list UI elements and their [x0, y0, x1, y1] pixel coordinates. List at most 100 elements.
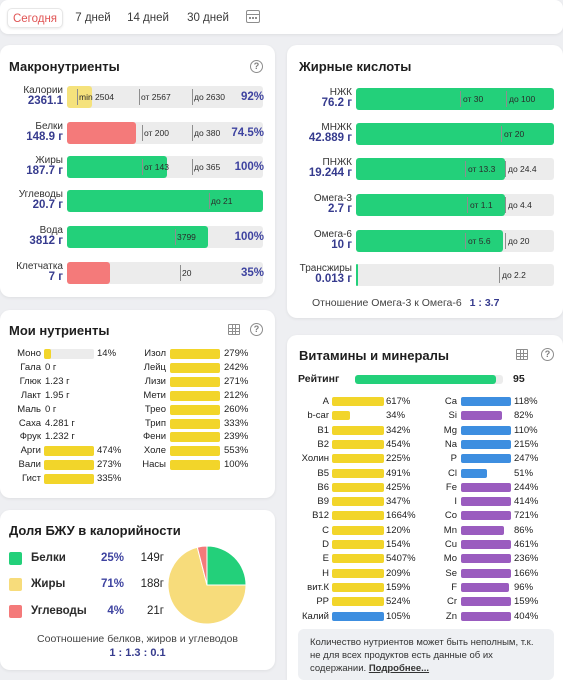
- vitamin-value: 425%: [386, 481, 411, 493]
- macro-bar: от 143 до 365: [67, 156, 263, 178]
- fatty-value: 10 г: [331, 239, 352, 251]
- macro-percent: 100%: [234, 161, 264, 173]
- nutrient-name: Моно: [17, 348, 41, 359]
- fatty-value: 0.013 г: [315, 273, 352, 285]
- bju-ratio-label: Соотношение белков, жиров и углеводов: [37, 633, 238, 645]
- nutrient-name: Насы: [142, 459, 166, 471]
- table-icon[interactable]: [228, 324, 240, 335]
- vitamin-bar: [332, 568, 384, 578]
- nutrient-value: 0 г: [45, 361, 57, 373]
- table-icon[interactable]: [516, 349, 528, 360]
- macro-bar: 3799: [67, 226, 263, 248]
- macro-label: Белки 148.9 г: [4, 121, 63, 143]
- macro-percent: 92%: [240, 91, 264, 103]
- help-icon[interactable]: ?: [250, 60, 263, 73]
- nutrient-name: Трип: [144, 417, 166, 429]
- rating-bar: [355, 375, 503, 384]
- rating-label: Рейтинг: [298, 373, 340, 385]
- mineral-bar: [461, 411, 502, 421]
- fatty-bar: от 5.6 до 20: [356, 230, 554, 252]
- mineral-bar: [461, 468, 487, 478]
- macro-marker-line: [209, 193, 210, 209]
- mineral-name: Cl: [448, 467, 457, 479]
- calendar-icon[interactable]: [246, 10, 260, 23]
- vitamin-name: B9: [317, 496, 329, 508]
- nutrient-bar-fill: [44, 349, 51, 359]
- nutrient-value: 242%: [224, 361, 249, 373]
- mineral-name: Cr: [446, 596, 457, 608]
- fatty-marker: до 24.4: [508, 164, 537, 174]
- macro-label: Углеводы 20.7 г: [4, 189, 63, 211]
- macro-name: Клетчатка: [16, 261, 63, 272]
- fatty-marker: до 2.2: [502, 270, 526, 280]
- fatty-marker-line: [465, 233, 466, 249]
- help-icon[interactable]: ?: [541, 348, 554, 361]
- nutrient-bar-fill: [170, 432, 220, 443]
- nutrient-bar-fill: [44, 460, 94, 471]
- tab-30-days[interactable]: 30 дней: [187, 12, 229, 24]
- omega-ratio-label: Отношение Омега-3 к Омега-6: [312, 297, 462, 309]
- mineral-bar: [461, 554, 511, 564]
- nutrient-name: Гала: [20, 361, 41, 373]
- bju-grams: 188г: [140, 578, 164, 590]
- fatty-marker-line: [505, 197, 506, 213]
- help-icon[interactable]: ?: [250, 323, 263, 336]
- tab-today[interactable]: Сегодня: [7, 8, 63, 28]
- vitamins-title: Витамины и минералы: [299, 348, 449, 363]
- more-link[interactable]: Подробнее...: [368, 663, 430, 674]
- nutrient-name: Лизи: [144, 375, 166, 387]
- nutrient-name: Гист: [21, 473, 41, 485]
- nutrient-value: 333%: [224, 417, 249, 429]
- nutrient-name: Трео: [144, 403, 166, 415]
- nutrient-value: 212%: [224, 389, 249, 401]
- nutrient-name: Фрук: [19, 431, 41, 443]
- fatty-name: НЖК: [329, 87, 352, 98]
- fatty-name: Трансжиры: [299, 263, 352, 274]
- nutrient-bar-fill: [170, 460, 220, 471]
- mineral-value: 51%: [514, 467, 534, 479]
- tab-14-days[interactable]: 14 дней: [127, 12, 169, 24]
- bju-swatch: [9, 552, 22, 565]
- vitamin-bar: [332, 411, 350, 421]
- vitamin-bar: [332, 597, 384, 607]
- vitamin-value: 120%: [386, 524, 411, 536]
- nutrient-name: Изол: [144, 348, 166, 359]
- macro-marker: до 2630: [194, 92, 225, 102]
- nutrient-name: Арги: [20, 445, 41, 457]
- nutrient-value: 1.95 г: [45, 389, 70, 401]
- vitamin-value: 154%: [386, 539, 411, 550]
- bju-title: Доля БЖУ в калорийности: [9, 523, 181, 538]
- macro-bar: min 2504 от 2567 до 2630: [67, 86, 263, 108]
- macro-marker-line: [142, 159, 143, 175]
- vitamin-bar: [332, 497, 384, 507]
- fatty-value: 76.2 г: [321, 97, 352, 109]
- fatty-marker-line: [499, 267, 500, 283]
- nutrient-name: Лейц: [143, 361, 166, 373]
- nutrient-value: 4.281 г: [45, 417, 75, 429]
- macro-name: Углеводы: [18, 189, 63, 200]
- vitamin-name: B2: [317, 438, 329, 450]
- macro-bar-fill: [67, 190, 263, 212]
- macro-bar-fill: [67, 262, 111, 284]
- mineral-name: Fe: [445, 481, 457, 493]
- vitamin-name: PP: [316, 596, 329, 608]
- mineral-bar: [461, 482, 511, 492]
- bju-name: Жиры: [31, 578, 66, 590]
- macro-value: 20.7 г: [32, 199, 63, 211]
- tab-7-days[interactable]: 7 дней: [75, 12, 111, 24]
- macro-marker: min 2504: [79, 92, 114, 102]
- my-nutrients-title: Мои нутриенты: [9, 323, 110, 338]
- bju-percent: 25%: [100, 552, 124, 564]
- macro-name: Вода: [39, 225, 63, 236]
- macro-label: Жиры 187.7 г: [4, 155, 63, 177]
- fatty-marker-line: [506, 91, 507, 107]
- mineral-value: 247%: [514, 453, 539, 465]
- fatty-bar-fill: [356, 123, 554, 145]
- nutrient-value: 335%: [97, 473, 122, 485]
- macro-value: 7 г: [48, 271, 63, 283]
- macro-bar: 20: [67, 262, 263, 284]
- nutrient-bar-fill: [170, 349, 220, 359]
- mineral-name: Si: [448, 410, 457, 422]
- mineral-name: Mg: [443, 424, 457, 436]
- mineral-bar: [461, 582, 509, 592]
